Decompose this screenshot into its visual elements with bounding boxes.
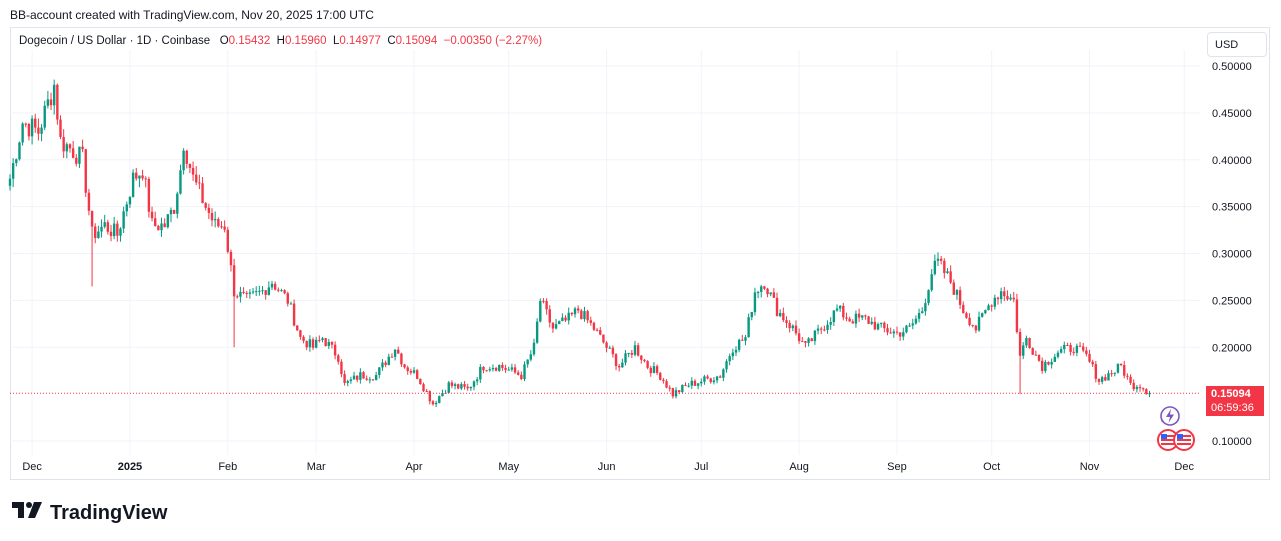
high-label: H xyxy=(276,35,285,47)
symbol-title: Dogecoin / US Dollar · 1D · Coinbase xyxy=(19,35,211,47)
close-label: C xyxy=(387,35,396,47)
chart-frame xyxy=(10,27,1270,480)
low-label: L xyxy=(332,35,340,47)
last-price-value: 0.15094 xyxy=(1211,388,1251,400)
open-label: O xyxy=(219,35,229,47)
last-price-tag: 0.15094 06:59:36 xyxy=(1206,386,1264,416)
change-value: −0.00350 (−2.27%) xyxy=(443,35,543,47)
open-value: 0.15432 xyxy=(228,35,271,47)
bar-countdown: 06:59:36 xyxy=(1211,402,1254,414)
flash-icon[interactable] xyxy=(1159,405,1181,427)
us-flag-icon[interactable] xyxy=(1157,429,1199,451)
symbol-legend[interactable]: Dogecoin / US Dollar · 1D · Coinbase O0.… xyxy=(19,35,542,47)
high-value: 0.15960 xyxy=(284,35,327,47)
close-value: 0.15094 xyxy=(395,35,438,47)
brand-name: TradingView xyxy=(50,501,168,524)
chart-attribution: BB-account created with TradingView.com,… xyxy=(10,8,374,22)
tradingview-logo[interactable]: TradingView xyxy=(12,500,167,526)
currency-button[interactable]: USD xyxy=(1207,32,1267,57)
tradingview-logo-icon xyxy=(12,500,44,526)
low-value: 0.14977 xyxy=(339,35,381,47)
